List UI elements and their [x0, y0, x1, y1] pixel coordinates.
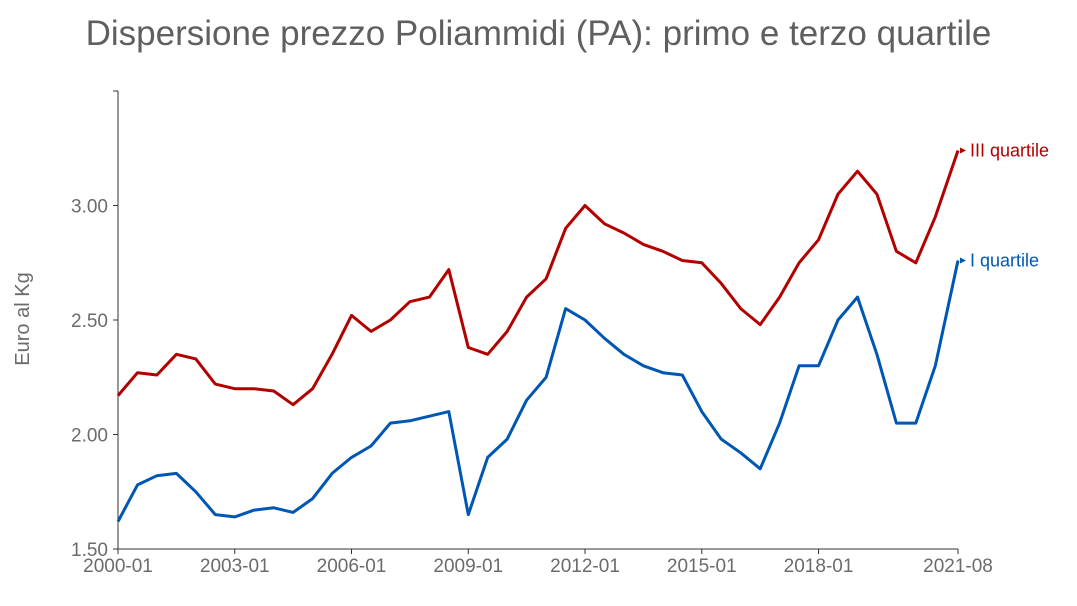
series-end-marker: [960, 147, 966, 154]
chart-title: Dispersione prezzo Poliammidi (PA): prim…: [85, 14, 992, 53]
x-tick-label: 2015-01: [667, 556, 737, 577]
x-tick-label: 2006-01: [317, 556, 387, 577]
series-group: III quartile I quartile: [116, 141, 1049, 523]
y-tick-label: 1.50: [71, 540, 108, 561]
series-end-marker: [960, 257, 966, 264]
x-tick-label: 2018-01: [784, 556, 854, 577]
series-label-primo-quartile: I quartile: [970, 250, 1039, 270]
series-line-primo-quartile: [116, 260, 960, 523]
y-tick-label: 2.00: [71, 426, 108, 447]
x-tick-label: 2021-08: [923, 556, 993, 577]
y-tick-label: 3.00: [71, 197, 108, 218]
y-axis: 1.50 2.00 2.50 3.00: [71, 90, 119, 561]
x-tick-label: 2000-01: [83, 556, 153, 577]
y-axis-title: Euro al Kg: [12, 272, 34, 365]
x-tick-label: 2009-01: [433, 556, 503, 577]
x-tick-label: 2003-01: [200, 556, 270, 577]
series-line-terzo-quartile: [116, 150, 960, 407]
x-tick-label: 2012-01: [550, 556, 620, 577]
y-tick-label: 2.50: [71, 311, 108, 332]
x-axis: 2000-01 2003-01 2006-01 2009-01 2012-01 2015-…: [83, 548, 993, 577]
series-label-terzo-quartile: III quartile: [970, 141, 1049, 161]
